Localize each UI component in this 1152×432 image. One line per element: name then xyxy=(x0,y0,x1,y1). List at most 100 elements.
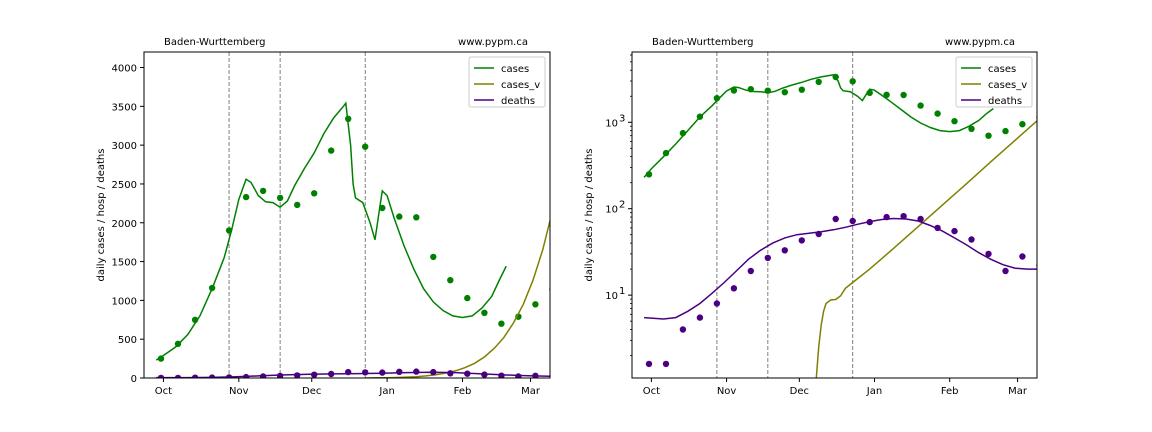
data-point-cases xyxy=(900,91,907,99)
data-point-deaths xyxy=(934,224,941,232)
x-tick-label: Jan xyxy=(866,386,882,397)
data-point-cases xyxy=(713,95,721,102)
data-point-deaths xyxy=(1019,253,1026,260)
x-tick-label: Dec xyxy=(790,386,809,397)
y-tick-label: 10 xyxy=(605,118,618,129)
data-point-cases xyxy=(1002,127,1009,135)
series-deaths xyxy=(156,368,550,378)
y-axis-label: daily cases / hosp / deaths xyxy=(584,149,595,282)
y-tick-label: 2500 xyxy=(112,180,137,191)
series-deaths xyxy=(644,213,1037,368)
data-point-deaths xyxy=(532,372,539,378)
data-point-deaths xyxy=(379,369,386,376)
data-point-deaths xyxy=(328,370,335,378)
legend-box xyxy=(468,56,546,108)
legend-label-cases_v: cases_v xyxy=(501,80,540,91)
series-cases_v xyxy=(815,119,1037,378)
data-point-deaths xyxy=(515,373,522,378)
data-point-cases xyxy=(464,294,471,302)
data-point-cases xyxy=(764,87,771,94)
series-line-cases xyxy=(155,101,507,361)
y-tick-label: 10 xyxy=(605,205,618,216)
x-tick-label: Oct xyxy=(155,386,172,397)
axes-frame xyxy=(631,51,1038,379)
data-point-deaths xyxy=(396,368,403,375)
data-point-cases xyxy=(328,147,335,154)
data-point-cases xyxy=(498,320,505,327)
data-point-cases xyxy=(1019,121,1026,128)
data-point-cases xyxy=(259,187,267,195)
series-line-deaths xyxy=(644,217,1037,320)
series-line-cases_v xyxy=(365,217,550,378)
data-point-deaths xyxy=(951,227,958,235)
data-point-cases xyxy=(225,227,233,234)
data-point-deaths xyxy=(1002,267,1009,275)
data-point-cases xyxy=(447,277,454,284)
y-tick-label: 10 xyxy=(605,291,618,302)
data-point-deaths xyxy=(815,230,822,238)
data-point-deaths xyxy=(481,371,488,378)
data-point-cases xyxy=(883,91,890,99)
data-point-cases xyxy=(968,125,975,132)
series-line-deaths xyxy=(156,371,550,378)
legend-label-deaths: deaths xyxy=(501,96,535,107)
data-point-cases xyxy=(242,193,250,201)
y-tick-label: 3000 xyxy=(112,141,137,152)
data-point-deaths xyxy=(276,372,284,378)
data-point-deaths xyxy=(781,247,788,254)
data-point-deaths xyxy=(311,371,318,378)
data-point-deaths xyxy=(747,267,754,275)
data-point-deaths xyxy=(259,373,267,378)
data-point-cases xyxy=(345,115,352,123)
data-point-deaths xyxy=(968,236,975,243)
data-point-deaths xyxy=(798,237,805,244)
data-point-deaths xyxy=(208,374,216,378)
data-point-cases xyxy=(362,143,369,150)
data-point-cases xyxy=(157,355,165,362)
y-tick-label: 3500 xyxy=(112,102,137,113)
data-point-cases xyxy=(662,149,670,157)
data-point-deaths xyxy=(917,215,924,223)
data-point-deaths xyxy=(191,374,199,378)
y-tick-exponent: 2 xyxy=(619,200,625,211)
chart-1: Oct Nov Dec Jan Feb Mar 0 500 1000 1500 2000 2500 30… xyxy=(96,37,551,397)
data-point-cases xyxy=(276,194,284,202)
series-line-cases_v xyxy=(815,119,1037,378)
legend-label-deaths: deaths xyxy=(988,96,1022,107)
series-cases xyxy=(155,101,550,362)
x-tick-label: Feb xyxy=(941,386,959,397)
data-point-cases xyxy=(532,301,539,308)
axes-frame xyxy=(143,51,551,379)
data-point-deaths xyxy=(832,215,839,223)
y-tick-exponent: 3 xyxy=(619,113,625,124)
data-point-deaths xyxy=(883,213,890,221)
data-point-cases xyxy=(294,201,301,209)
data-point-cases xyxy=(866,89,873,97)
data-point-cases xyxy=(645,171,653,178)
data-point-cases xyxy=(413,214,420,221)
x-tick-label: Oct xyxy=(643,386,660,397)
data-point-cases xyxy=(396,213,403,220)
data-point-deaths xyxy=(242,373,250,378)
data-point-cases xyxy=(985,132,992,139)
data-point-deaths xyxy=(662,360,670,368)
legend-box xyxy=(955,56,1033,108)
data-point-deaths xyxy=(764,254,771,262)
data-point-deaths xyxy=(294,372,301,378)
data-point-deaths xyxy=(362,369,369,376)
data-point-cases xyxy=(781,89,788,96)
chart-header-right: www.pypm.ca xyxy=(945,37,1015,48)
data-point-deaths xyxy=(645,360,653,368)
y-tick-label: 0 xyxy=(131,374,137,385)
y-axis-label: daily cases / hosp / deaths xyxy=(96,149,107,282)
data-point-cases xyxy=(311,190,318,197)
data-point-deaths xyxy=(985,250,992,258)
x-tick-label: Nov xyxy=(229,386,249,397)
x-tick-label: Feb xyxy=(454,386,472,397)
data-point-cases xyxy=(917,102,924,109)
data-point-cases xyxy=(379,204,386,212)
